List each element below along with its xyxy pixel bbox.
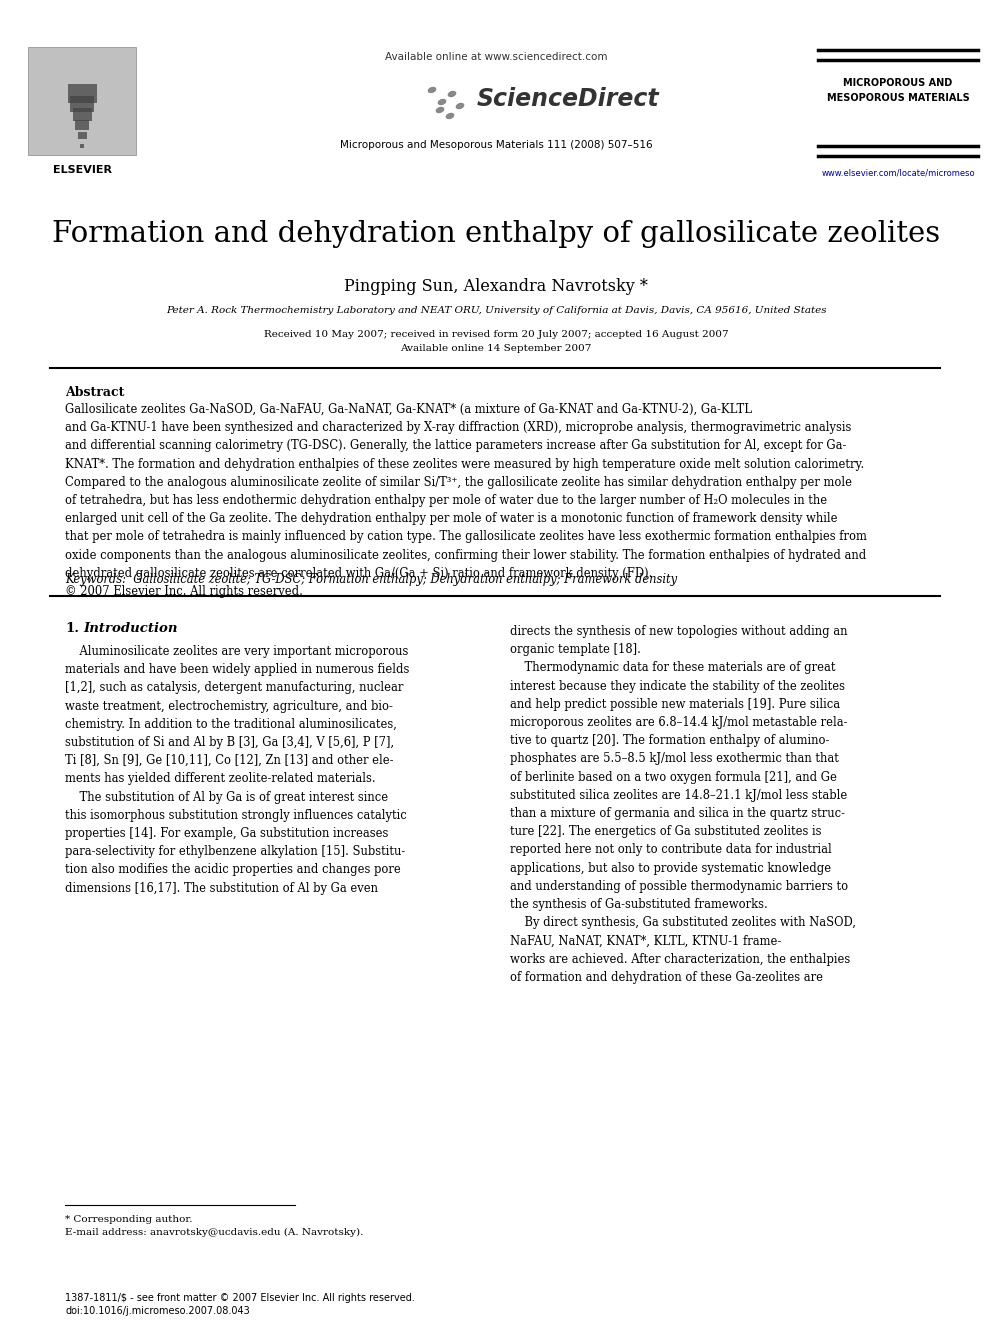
Text: ScienceDirect: ScienceDirect <box>477 87 660 111</box>
Ellipse shape <box>447 91 456 97</box>
Text: Abstract: Abstract <box>65 386 124 400</box>
Text: Received 10 May 2007; received in revised form 20 July 2007; accepted 16 August : Received 10 May 2007; received in revise… <box>264 329 728 339</box>
Ellipse shape <box>455 103 464 110</box>
Bar <box>78 132 87 139</box>
Text: directs the synthesis of new topologies without adding an
organic template [18].: directs the synthesis of new topologies … <box>510 624 856 984</box>
Text: 1387-1811/$ - see front matter © 2007 Elsevier Inc. All rights reserved.: 1387-1811/$ - see front matter © 2007 El… <box>65 1293 415 1303</box>
Text: Microporous and Mesoporous Materials 111 (2008) 507–516: Microporous and Mesoporous Materials 111… <box>339 140 653 149</box>
Text: Gallosilicate zeolites Ga-NaSOD, Ga-NaFAU, Ga-NaNAT, Ga-KNAT* (a mixture of Ga-K: Gallosilicate zeolites Ga-NaSOD, Ga-NaFA… <box>65 404 867 598</box>
Text: Formation and dehydration enthalpy of gallosilicate zeolites: Formation and dehydration enthalpy of ga… <box>52 220 940 247</box>
Text: Pingping Sun, Alexandra Navrotsky *: Pingping Sun, Alexandra Navrotsky * <box>344 278 648 295</box>
Text: Introduction: Introduction <box>83 622 178 635</box>
Ellipse shape <box>435 107 444 114</box>
Ellipse shape <box>445 112 454 119</box>
Text: www.elsevier.com/locate/micromeso: www.elsevier.com/locate/micromeso <box>821 168 975 177</box>
Text: * Corresponding author.: * Corresponding author. <box>65 1215 192 1224</box>
Text: 1.: 1. <box>65 622 79 635</box>
Ellipse shape <box>437 99 446 106</box>
Text: Available online at www.sciencedirect.com: Available online at www.sciencedirect.co… <box>385 52 607 62</box>
Text: Available online 14 September 2007: Available online 14 September 2007 <box>401 344 591 353</box>
Bar <box>75 120 89 130</box>
Bar <box>80 144 84 148</box>
Text: MICROPOROUS AND
MESOPOROUS MATERIALS: MICROPOROUS AND MESOPOROUS MATERIALS <box>826 78 969 103</box>
Bar <box>68 83 97 103</box>
Text: doi:10.1016/j.micromeso.2007.08.043: doi:10.1016/j.micromeso.2007.08.043 <box>65 1306 250 1316</box>
Text: Peter A. Rock Thermochemistry Laboratory and NEAT ORU, University of California : Peter A. Rock Thermochemistry Laboratory… <box>166 306 826 315</box>
Text: E-mail address: anavrotsky@ucdavis.edu (A. Navrotsky).: E-mail address: anavrotsky@ucdavis.edu (… <box>65 1228 363 1237</box>
Bar <box>28 48 136 155</box>
Ellipse shape <box>428 87 436 93</box>
Text: Aluminosilicate zeolites are very important microporous
materials and have been : Aluminosilicate zeolites are very import… <box>65 646 410 894</box>
Bar <box>73 108 92 120</box>
Text: ELSEVIER: ELSEVIER <box>53 165 111 175</box>
Bar <box>70 97 94 112</box>
Text: Keywords:  Gallosilicate zeolite; TG-DSC; Formation enthalpy; Dehydration enthal: Keywords: Gallosilicate zeolite; TG-DSC;… <box>65 573 678 586</box>
